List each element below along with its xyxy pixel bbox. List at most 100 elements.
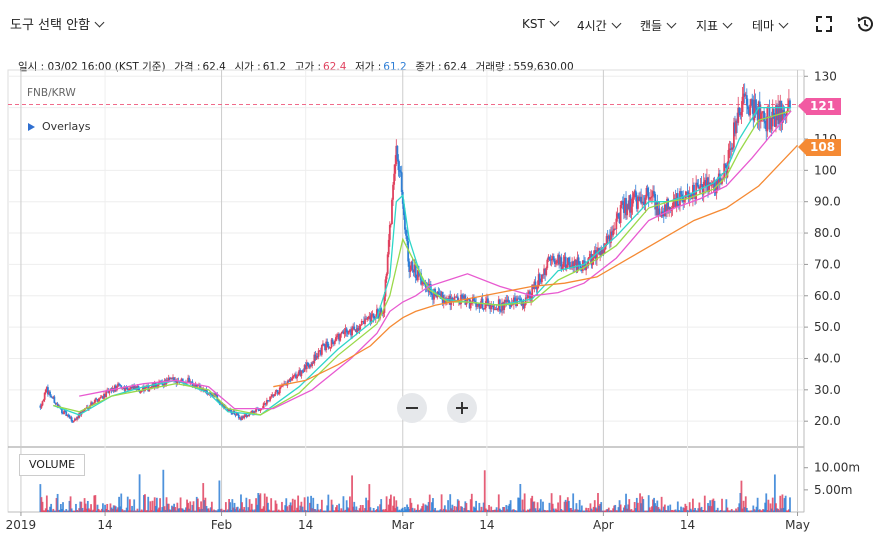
volume-bar xyxy=(514,510,516,512)
indicators-dropdown[interactable]: 지표 xyxy=(696,17,733,34)
volume-bar xyxy=(652,499,654,512)
volume-bar xyxy=(290,505,293,512)
candle-body xyxy=(482,308,485,310)
candle-body xyxy=(329,347,332,349)
volume-bar xyxy=(786,510,789,512)
candle-body xyxy=(775,105,777,127)
volume-bar xyxy=(168,509,171,512)
volume-bar xyxy=(258,495,261,512)
candle-body xyxy=(786,108,789,112)
candle-body xyxy=(143,387,145,392)
candle-body xyxy=(525,297,528,299)
volume-bar xyxy=(479,510,482,512)
candle-body xyxy=(484,301,487,309)
candle-body xyxy=(356,328,359,333)
volume-bar xyxy=(633,502,636,512)
volume-bar xyxy=(610,510,612,512)
candle-body xyxy=(526,293,529,299)
volume-bar xyxy=(391,510,393,512)
volume-bar xyxy=(607,507,610,512)
volume-bar xyxy=(40,497,43,512)
candle-body xyxy=(543,268,545,275)
timezone-label: KST xyxy=(522,17,545,31)
volume-bar xyxy=(110,507,113,512)
volume-bar xyxy=(598,505,600,512)
candle-body xyxy=(468,299,471,309)
volume-bar xyxy=(355,506,358,512)
volume-bar xyxy=(191,504,194,512)
candle-body xyxy=(764,120,767,124)
volume-bar xyxy=(289,502,292,512)
reset-chart-button[interactable] xyxy=(855,14,875,34)
fullscreen-button[interactable] xyxy=(814,14,834,34)
candle-body xyxy=(298,370,301,374)
volume-bar xyxy=(578,499,581,512)
volume-bar xyxy=(665,510,667,512)
candle-body xyxy=(533,281,536,289)
volume-bar xyxy=(635,497,638,512)
volume-bar xyxy=(150,510,153,512)
volume-bar xyxy=(407,506,410,512)
zoom-in-button[interactable] xyxy=(447,393,477,423)
volume-bar xyxy=(787,509,790,512)
candle-body xyxy=(411,261,414,270)
candle-body xyxy=(234,414,237,416)
candle-body xyxy=(571,261,574,267)
candle-body xyxy=(621,201,624,203)
candle-body xyxy=(331,339,334,343)
candle-body xyxy=(731,147,734,149)
volume-bar xyxy=(621,510,624,512)
volume-bar xyxy=(506,509,509,512)
volume-bar xyxy=(452,509,455,512)
candle-body xyxy=(114,385,117,391)
candle-body xyxy=(363,320,365,325)
candle-body xyxy=(653,191,655,194)
volume-panel-label[interactable]: VOLUME xyxy=(19,454,85,476)
candle-body xyxy=(420,273,423,285)
candle-body xyxy=(97,398,100,402)
timezone-dropdown[interactable]: KST xyxy=(522,16,560,31)
candle-body xyxy=(62,413,64,415)
candle-body xyxy=(370,314,373,324)
volume-bar xyxy=(518,497,521,512)
volume-bar xyxy=(750,510,753,512)
volume-bar xyxy=(466,510,469,512)
candle-body xyxy=(346,332,349,334)
candle-body xyxy=(139,392,142,394)
candle-body xyxy=(285,384,288,386)
candle-body xyxy=(222,405,225,408)
zoom-out-button[interactable] xyxy=(397,393,427,423)
candle-body xyxy=(545,267,548,275)
candle-body xyxy=(70,417,73,422)
volume-bar xyxy=(102,503,104,512)
theme-dropdown[interactable]: 테마 xyxy=(752,17,789,34)
candle-body xyxy=(789,100,791,108)
candle-body xyxy=(477,303,480,306)
volume-bar xyxy=(124,510,127,512)
candle-body xyxy=(614,228,617,230)
volume-bar xyxy=(785,510,788,512)
volume-bar xyxy=(739,492,742,512)
candle-body xyxy=(383,296,386,313)
volume-bar xyxy=(631,510,634,512)
volume-bar xyxy=(161,507,164,512)
drawing-tool-menu[interactable]: 도구 선택 안함 xyxy=(10,14,105,33)
candle-body xyxy=(289,379,292,381)
volume-bar xyxy=(128,499,131,512)
candle-body xyxy=(604,243,607,250)
candle-body xyxy=(644,197,647,205)
minus-icon xyxy=(406,407,418,409)
interval-dropdown[interactable]: 4시간 xyxy=(577,17,622,34)
x-tick-label: Feb xyxy=(211,518,232,532)
volume-bar xyxy=(544,510,547,512)
chart-style-dropdown[interactable]: 캔들 xyxy=(640,17,677,34)
volume-bar xyxy=(275,503,278,512)
overlays-toggle[interactable]: Overlays xyxy=(28,120,91,133)
volume-bar xyxy=(547,510,550,512)
volume-bar xyxy=(119,506,122,512)
candle-body xyxy=(639,196,641,201)
x-tick-label: 2019 xyxy=(6,518,37,532)
candle-body xyxy=(531,284,534,298)
volume-bar xyxy=(241,502,243,512)
